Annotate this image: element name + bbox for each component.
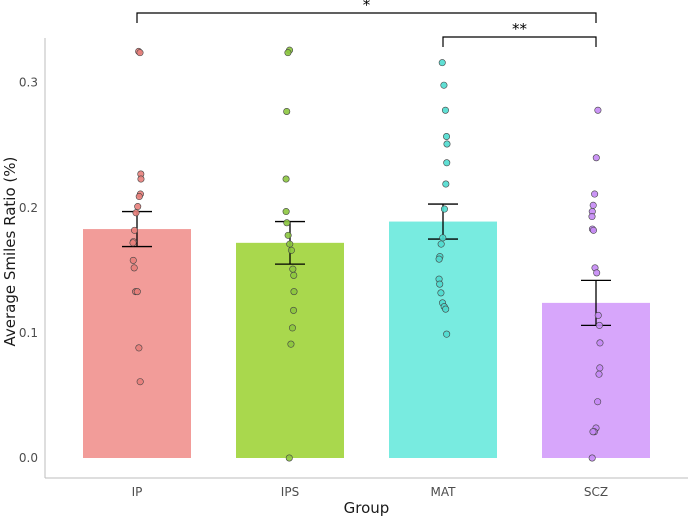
data-point-mat bbox=[435, 255, 443, 263]
data-point-ips bbox=[283, 219, 291, 227]
x-tick-label: IPS bbox=[281, 485, 299, 499]
x-axis-title: Group bbox=[344, 499, 390, 517]
data-point-ips bbox=[290, 288, 298, 296]
data-point-mat bbox=[439, 234, 447, 242]
data-point-ips bbox=[288, 324, 296, 332]
bars bbox=[83, 221, 650, 458]
data-point-mat bbox=[443, 140, 451, 148]
data-point-ips bbox=[287, 340, 295, 348]
data-point-ips bbox=[289, 265, 297, 273]
data-point-ip bbox=[132, 209, 140, 217]
data-point-scz bbox=[594, 311, 602, 319]
data-point-ips bbox=[290, 306, 298, 314]
y-tick-label: 0.2 bbox=[19, 201, 38, 215]
data-points bbox=[129, 46, 604, 462]
data-point-ips bbox=[290, 271, 298, 279]
data-point-ips bbox=[285, 454, 293, 462]
significance-bracket bbox=[442, 36, 597, 47]
data-point-ip bbox=[134, 203, 142, 211]
data-point-ips bbox=[283, 107, 291, 115]
y-tick-label: 0.1 bbox=[19, 326, 38, 340]
data-point-mat bbox=[443, 330, 451, 338]
data-point-scz bbox=[595, 370, 603, 378]
data-point-mat bbox=[440, 205, 448, 213]
data-point-mat bbox=[443, 132, 451, 140]
data-point-scz bbox=[588, 213, 596, 221]
x-tick-label: SCZ bbox=[584, 485, 608, 499]
axes: 0.0 0.1 0.2 0.3 IP IPS MAT SCZ bbox=[19, 38, 688, 499]
data-point-scz bbox=[594, 398, 602, 406]
significance-brackets: *** bbox=[136, 0, 597, 47]
x-tick-label: IP bbox=[132, 485, 143, 499]
data-point-ip bbox=[129, 239, 137, 247]
data-point-scz bbox=[594, 106, 602, 114]
data-point-ips bbox=[286, 240, 294, 248]
data-point-ip bbox=[130, 264, 138, 272]
bar-mat bbox=[389, 221, 497, 458]
data-point-ip bbox=[131, 226, 139, 234]
data-point-mat bbox=[437, 289, 445, 297]
y-axis-title: Average Smiles Ratio (%) bbox=[1, 157, 19, 347]
data-point-mat bbox=[437, 240, 445, 248]
significance-label: ** bbox=[512, 20, 528, 38]
x-tick-label: MAT bbox=[431, 485, 457, 499]
data-point-mat bbox=[438, 59, 446, 67]
data-point-mat bbox=[442, 180, 450, 188]
data-point-ip bbox=[133, 288, 141, 296]
data-point-ips bbox=[287, 246, 295, 254]
data-point-ip bbox=[129, 256, 137, 264]
data-point-scz bbox=[592, 154, 600, 162]
data-point-ips bbox=[282, 208, 290, 216]
significance-bracket bbox=[136, 12, 597, 23]
error-bars bbox=[122, 203, 611, 327]
data-point-mat bbox=[442, 305, 450, 313]
data-point-scz bbox=[596, 364, 604, 372]
bar-ips bbox=[236, 242, 344, 458]
bar-ip bbox=[83, 229, 191, 458]
y-tick-label: 0.0 bbox=[19, 451, 38, 465]
data-point-mat bbox=[440, 81, 448, 89]
data-point-scz bbox=[593, 269, 601, 277]
data-point-mat bbox=[443, 159, 451, 167]
data-point-ip bbox=[135, 344, 143, 352]
data-point-scz bbox=[595, 321, 603, 329]
data-point-mat bbox=[436, 280, 444, 288]
data-point-scz bbox=[591, 190, 599, 198]
data-point-ip bbox=[136, 378, 144, 386]
data-point-scz bbox=[589, 428, 597, 436]
data-point-scz bbox=[589, 201, 597, 209]
data-point-ip bbox=[135, 193, 143, 201]
data-point-ips bbox=[284, 231, 292, 239]
data-point-ips bbox=[284, 49, 292, 57]
data-point-ip bbox=[136, 49, 144, 57]
y-tick-label: 0.3 bbox=[19, 76, 38, 90]
data-point-scz bbox=[590, 226, 598, 234]
data-point-ip bbox=[137, 175, 145, 183]
data-point-mat bbox=[441, 106, 449, 114]
data-point-scz bbox=[596, 339, 604, 347]
data-point-ips bbox=[282, 175, 290, 183]
data-point-scz bbox=[588, 454, 596, 462]
significance-label: * bbox=[363, 0, 371, 14]
